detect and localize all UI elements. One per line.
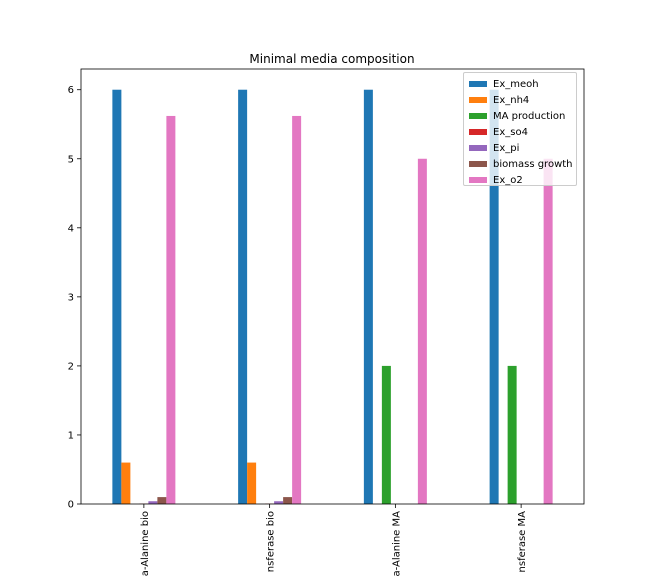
x-axis: a-Alanine bio nsferase bio a-Alanine MA nsf… [140, 504, 528, 576]
y-tick-label: 2 [68, 361, 74, 372]
bar-ex_meoh-0 [112, 90, 121, 504]
bar-ex_o2-1 [292, 116, 301, 504]
x-tick-label: nsferase MA [517, 511, 528, 573]
bar-biomass-growth-1 [283, 497, 292, 504]
bar-ex_meoh-1 [238, 90, 247, 504]
bar-ma-production-2 [382, 366, 391, 504]
x-tick-label: a-Alanine MA [391, 511, 402, 576]
bar-ex_nh4-1 [247, 463, 256, 504]
legend-swatch [469, 161, 487, 167]
legend-label: biomass growth [493, 159, 573, 170]
legend-swatch [469, 145, 487, 151]
legend-item: Ex_so4 [469, 124, 528, 140]
bar-ex_o2-0 [166, 116, 175, 504]
y-tick-label: 4 [68, 223, 74, 234]
y-tick-label: 6 [68, 85, 74, 96]
bar-ex_nh4-0 [121, 463, 130, 504]
legend-swatch [469, 177, 487, 183]
bar-ex_pi-1 [274, 501, 283, 504]
legend-item: Ex_pi [469, 140, 519, 156]
bar-ex_o2-2 [418, 159, 427, 504]
legend-item: Ex_nh4 [469, 92, 529, 108]
legend-item: Ex_o2 [469, 172, 523, 188]
y-tick-label: 3 [68, 292, 74, 303]
legend-label: Ex_nh4 [493, 95, 529, 106]
bar-ex_meoh-2 [364, 90, 373, 504]
x-tick-label: a-Alanine bio [140, 511, 151, 576]
bar-ex_o2-3 [544, 159, 553, 504]
legend-item: Ex_meoh [469, 76, 539, 92]
legend-swatch [469, 97, 487, 103]
y-axis: 0 1 2 3 4 5 6 [68, 85, 81, 510]
legend-item: MA production [469, 108, 565, 124]
legend-label: Ex_pi [493, 143, 519, 154]
bar-biomass-growth-0 [157, 497, 166, 504]
chart-title: Minimal media composition [249, 52, 414, 66]
legend-label: MA production [493, 111, 565, 122]
bar-ma-production-3 [508, 366, 517, 504]
legend-label: Ex_meoh [493, 79, 539, 90]
y-tick-label: 0 [68, 500, 74, 511]
legend-item: biomass growth [469, 156, 573, 172]
legend-label: Ex_so4 [493, 127, 528, 138]
y-tick-label: 5 [68, 154, 74, 165]
legend-label: Ex_o2 [493, 175, 523, 186]
legend-swatch [469, 113, 487, 119]
y-tick-label: 1 [68, 430, 74, 441]
legend-swatch [469, 81, 487, 87]
x-tick-label: nsferase bio [266, 511, 277, 572]
legend-swatch [469, 129, 487, 135]
bar-ex_pi-0 [148, 501, 157, 504]
